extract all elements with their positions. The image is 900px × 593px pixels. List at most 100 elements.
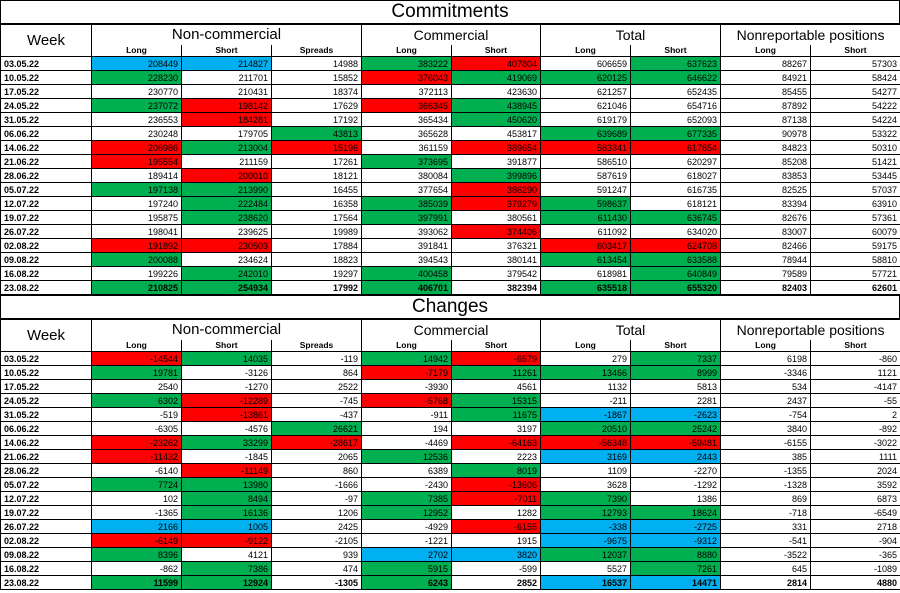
value-cell: 618027	[629, 168, 722, 183]
value-cell: 391877	[451, 154, 541, 169]
table-row: 17.05.22 230770 210431 18374 372113 423630 621…	[0, 84, 900, 99]
value-cell: 2443	[629, 449, 722, 464]
value-cell: 534	[720, 379, 812, 394]
value-cell: -9675	[540, 533, 631, 548]
value-cell: 1206	[271, 505, 362, 520]
value-cell: 3169	[540, 449, 631, 464]
table-row: 23.08.22 11599 12924 -1305 6243 2852 16537 1447…	[0, 575, 900, 590]
value-cell: -9122	[181, 533, 272, 548]
value-cell: 208449	[91, 56, 182, 71]
value-cell: 53322	[810, 126, 900, 141]
value-cell: 84921	[720, 70, 812, 85]
value-cell: 87138	[720, 112, 812, 127]
value-cell: 279	[540, 351, 631, 366]
value-cell: 54224	[810, 112, 900, 127]
value-cell: 14942	[361, 351, 452, 366]
value-cell: -1328	[720, 477, 812, 492]
value-cell: -1365	[91, 505, 182, 520]
value-cell: 14988	[271, 56, 362, 71]
value-cell: 17992	[271, 280, 362, 295]
table-row: 10.05.22 228230 211701 15852 376043 419069 620…	[0, 70, 900, 85]
value-cell: 2540	[91, 379, 182, 394]
value-cell: -7011	[451, 491, 541, 506]
value-cell: 198041	[91, 224, 182, 239]
value-cell: 633588	[629, 252, 722, 267]
value-cell: 2024	[810, 463, 900, 478]
value-cell: 385	[720, 449, 812, 464]
spreads-header: Spreads	[271, 45, 362, 57]
week-cell: 31.05.22	[0, 407, 92, 422]
value-cell: 3840	[720, 421, 812, 436]
value-cell: -12289	[181, 393, 272, 408]
changes-title: Changes	[0, 295, 900, 319]
week-cell: 09.08.22	[0, 252, 92, 267]
value-cell: 385039	[361, 196, 452, 211]
week-cell: 21.06.22	[0, 154, 92, 169]
week-cell: 17.05.22	[0, 84, 92, 99]
value-cell: 587619	[540, 168, 631, 183]
value-cell: 88267	[720, 56, 812, 71]
value-cell: -862	[91, 561, 182, 576]
value-cell: 184281	[181, 112, 272, 127]
value-cell: 637623	[629, 56, 722, 71]
value-cell: 586510	[540, 154, 631, 169]
value-cell: -1867	[540, 407, 631, 422]
value-cell: 16358	[271, 196, 362, 211]
value-cell: 645	[720, 561, 812, 576]
table-row: 24.05.22 237072 198142 17629 366345 438945 621…	[0, 98, 900, 113]
table-row: 03.05.22 208449 214827 14988 383222 407804 606…	[0, 56, 900, 71]
nonreportable-header: Nonreportable positions	[720, 319, 900, 340]
value-cell: 19781	[91, 365, 182, 380]
table-row: 16.08.22 -862 7386 474 5915 -599 5527 7261 645 -1…	[0, 561, 900, 576]
value-cell: 57037	[810, 182, 900, 197]
value-cell: 380141	[451, 252, 541, 267]
value-cell: 939	[271, 547, 362, 562]
value-cell: 639689	[540, 126, 631, 141]
short-header: Short	[181, 340, 272, 352]
value-cell: -13861	[181, 407, 272, 422]
value-cell: 377654	[361, 182, 452, 197]
value-cell: -6149	[91, 533, 182, 548]
short-header: Short	[810, 340, 900, 352]
week-header: Week	[0, 319, 92, 352]
value-cell: 1386	[629, 491, 722, 506]
value-cell: 654716	[629, 98, 722, 113]
table-row: 16.08.22 199226 242010 19297 400458 379542 618…	[0, 266, 900, 281]
value-cell: 57303	[810, 56, 900, 71]
value-cell: 11675	[451, 407, 541, 422]
week-cell: 12.07.22	[0, 491, 92, 506]
value-cell: 8999	[629, 365, 722, 380]
value-cell: 16455	[271, 182, 362, 197]
value-cell: 17261	[271, 154, 362, 169]
week-cell: 17.05.22	[0, 379, 92, 394]
value-cell: 382394	[451, 280, 541, 295]
value-cell: 4561	[451, 379, 541, 394]
value-cell: 18121	[271, 168, 362, 183]
short-header: Short	[810, 45, 900, 57]
value-cell: 397991	[361, 210, 452, 225]
value-cell: 43813	[271, 126, 362, 141]
week-cell: 12.07.22	[0, 196, 92, 211]
table-row: 24.05.22 6302 -12289 -745 -5768 15315 -211 2281…	[0, 393, 900, 408]
long-header: Long	[720, 340, 812, 352]
value-cell: 1282	[451, 505, 541, 520]
commitments-table: Week Non-commercial Commercial Total Non…	[0, 24, 900, 295]
table-row: 06.06.22 -6305 -4576 26621 194 3197 20510 25242…	[0, 421, 900, 436]
value-cell: 677335	[629, 126, 722, 141]
value-cell: 400458	[361, 266, 452, 281]
table-row: 09.08.22 8396 4121 939 2702 3820 12037 8880 -352…	[0, 547, 900, 562]
value-cell: 57361	[810, 210, 900, 225]
value-cell: 603417	[540, 238, 631, 253]
value-cell: 83394	[720, 196, 812, 211]
commitments-body: 03.05.22 208449 214827 14988 383222 407804 606…	[0, 56, 900, 295]
value-cell: 62601	[810, 280, 900, 295]
value-cell: 7386	[181, 561, 272, 576]
value-cell: 2702	[361, 547, 452, 562]
week-cell: 24.05.22	[0, 98, 92, 113]
nonreportable-header: Nonreportable positions	[720, 24, 900, 45]
week-cell: 05.07.22	[0, 182, 92, 197]
value-cell: 380084	[361, 168, 452, 183]
value-cell: 423630	[451, 84, 541, 99]
table-row: 28.06.22 -6140 -11149 860 6389 8019 1109 -2270-…	[0, 463, 900, 478]
value-cell: 210825	[91, 280, 182, 295]
